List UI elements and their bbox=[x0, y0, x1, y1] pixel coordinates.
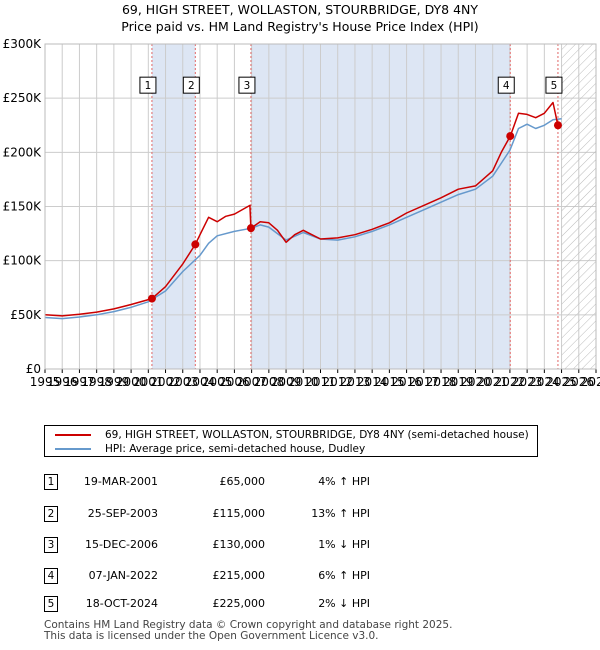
x-tick-label: 2014 bbox=[357, 375, 388, 389]
transaction-label: 3 bbox=[244, 80, 251, 92]
transaction-label-box bbox=[238, 76, 256, 94]
row-hpi: 2% ↓ HPI bbox=[318, 597, 370, 610]
transaction-point bbox=[191, 240, 200, 249]
chart-subtitle: Price paid vs. HM Land Registry's House … bbox=[121, 19, 478, 34]
row-date: 19-MAR-2001 bbox=[83, 475, 158, 488]
table-row: 5 18-OCT-2024 £225,000 2% ↓ HPI bbox=[0, 594, 600, 614]
transaction-label: 5 bbox=[551, 80, 558, 92]
x-tick-label: 2022 bbox=[495, 375, 526, 389]
footer-licence: This data is licensed under the Open Gov… bbox=[44, 630, 379, 642]
legend-label-property: 69, HIGH STREET, WOLLASTON, STOURBRIDGE,… bbox=[105, 429, 529, 441]
table-row: 4 07-JAN-2022 £215,000 6% ↑ HPI bbox=[0, 566, 600, 586]
chart-title: 69, HIGH STREET, WOLLASTON, STOURBRIDGE,… bbox=[122, 2, 478, 17]
x-tick-label: 2026 bbox=[564, 375, 595, 389]
transaction-point bbox=[506, 132, 515, 141]
x-tick-label: 1998 bbox=[81, 375, 112, 389]
row-price: £130,000 bbox=[212, 538, 266, 551]
x-tick-label: 1997 bbox=[64, 375, 95, 389]
x-tick-label: 2011 bbox=[305, 375, 336, 389]
row-date: 18-OCT-2024 bbox=[85, 597, 158, 610]
chart-legend: 69, HIGH STREET, WOLLASTON, STOURBRIDGE,… bbox=[44, 425, 538, 457]
x-tick-label: 1995 bbox=[30, 375, 61, 389]
transaction-point bbox=[553, 121, 562, 130]
x-tick-label: 2018 bbox=[426, 375, 457, 389]
legend-swatch-hpi bbox=[55, 448, 91, 450]
x-tick-label: 2021 bbox=[477, 375, 508, 389]
row-price: £115,000 bbox=[212, 507, 266, 520]
table-row: 2 25-SEP-2003 £115,000 13% ↑ HPI bbox=[0, 504, 600, 524]
x-tick-label: 2027 bbox=[581, 375, 600, 389]
row-date: 15-DEC-2006 bbox=[84, 538, 158, 551]
transaction-label: 4 bbox=[503, 80, 510, 92]
transaction-point bbox=[147, 294, 156, 303]
x-tick-label: 2025 bbox=[546, 375, 577, 389]
row-price: £65,000 bbox=[219, 475, 266, 488]
legend-item-property: 69, HIGH STREET, WOLLASTON, STOURBRIDGE,… bbox=[55, 429, 529, 441]
y-tick-label: £200K bbox=[3, 145, 43, 159]
x-tick-label: 2013 bbox=[340, 375, 371, 389]
x-tick-label: 2019 bbox=[443, 375, 474, 389]
hpi-line bbox=[44, 118, 562, 320]
transaction-label: 2 bbox=[188, 80, 195, 92]
y-tick-label: £100K bbox=[3, 254, 43, 268]
y-tick-label: £50K bbox=[10, 308, 42, 322]
y-tick-label: £300K bbox=[3, 37, 43, 51]
transaction-label-box bbox=[182, 76, 200, 94]
property-price-line bbox=[44, 101, 559, 317]
x-tick-label: 2024 bbox=[529, 375, 560, 389]
row-number: 2 bbox=[44, 506, 58, 522]
x-tick-label: 2007 bbox=[236, 375, 267, 389]
x-tick-label: 2012 bbox=[322, 375, 353, 389]
row-price: £225,000 bbox=[212, 597, 266, 610]
legend-swatch-property bbox=[55, 434, 91, 436]
row-number: 3 bbox=[44, 537, 58, 553]
x-tick-label: 1999 bbox=[99, 375, 130, 389]
legend-item-hpi: HPI: Average price, semi-detached house,… bbox=[55, 443, 365, 455]
x-tick-label: 2009 bbox=[271, 375, 302, 389]
x-tick-label: 2006 bbox=[219, 375, 250, 389]
y-tick-label: £250K bbox=[3, 91, 43, 105]
transaction-label: 1 bbox=[145, 80, 152, 92]
row-number: 1 bbox=[44, 474, 58, 490]
x-tick-label: 2001 bbox=[133, 375, 164, 389]
x-tick-label: 2020 bbox=[460, 375, 491, 389]
x-tick-label: 2015 bbox=[374, 375, 405, 389]
legend-label-hpi: HPI: Average price, semi-detached house,… bbox=[105, 443, 366, 455]
x-tick-label: 2008 bbox=[254, 375, 285, 389]
transaction-label-box bbox=[545, 76, 563, 94]
y-tick-label: £0 bbox=[26, 362, 41, 376]
x-tick-label: 2003 bbox=[167, 375, 198, 389]
footer-copyright: Contains HM Land Registry data © Crown c… bbox=[44, 619, 453, 631]
row-hpi: 4% ↑ HPI bbox=[318, 475, 370, 488]
x-tick-label: 2004 bbox=[185, 375, 216, 389]
table-row: 1 19-MAR-2001 £65,000 4% ↑ HPI bbox=[0, 472, 600, 492]
forecast-hatch bbox=[561, 44, 596, 369]
transaction-point bbox=[246, 224, 255, 233]
x-tick-label: 2005 bbox=[202, 375, 233, 389]
x-tick-label: 2023 bbox=[512, 375, 543, 389]
transaction-label-box bbox=[139, 76, 157, 94]
footer: Contains HM Land Registry data © Crown c… bbox=[44, 620, 452, 642]
row-hpi: 6% ↑ HPI bbox=[318, 569, 370, 582]
row-number: 5 bbox=[44, 596, 58, 612]
row-number: 4 bbox=[44, 568, 58, 584]
x-tick-label: 2000 bbox=[116, 375, 147, 389]
x-tick-label: 2017 bbox=[409, 375, 440, 389]
x-tick-label: 2016 bbox=[391, 375, 422, 389]
price-chart: 69, HIGH STREET, WOLLASTON, STOURBRIDGE,… bbox=[3, 2, 600, 389]
row-price: £215,000 bbox=[212, 569, 266, 582]
x-tick-label: 2010 bbox=[288, 375, 319, 389]
row-hpi: 13% ↑ HPI bbox=[311, 507, 370, 520]
row-hpi: 1% ↓ HPI bbox=[318, 538, 370, 551]
row-date: 25-SEP-2003 bbox=[87, 507, 158, 520]
y-tick-label: £150K bbox=[3, 200, 43, 214]
plot-area bbox=[44, 43, 597, 370]
transaction-label-box bbox=[497, 76, 515, 94]
table-row: 3 15-DEC-2006 £130,000 1% ↓ HPI bbox=[0, 535, 600, 555]
x-tick-label: 1996 bbox=[47, 375, 78, 389]
x-tick-label: 2002 bbox=[150, 375, 181, 389]
row-date: 07-JAN-2022 bbox=[88, 569, 158, 582]
